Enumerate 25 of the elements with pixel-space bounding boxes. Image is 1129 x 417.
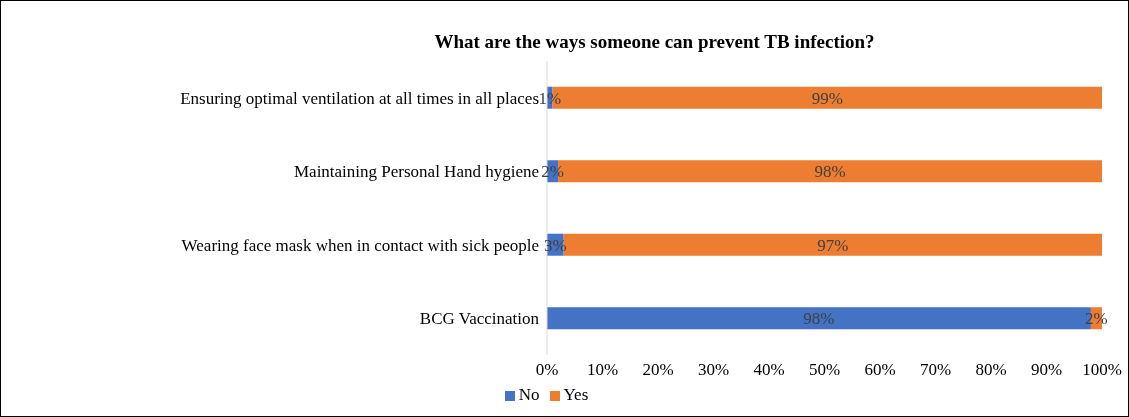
x-tick-label: 0% <box>535 360 559 380</box>
chart-title: What are the ways someone can prevent TB infection? <box>433 31 876 53</box>
legend-label: Yes <box>563 385 589 404</box>
data-label: 97% <box>817 235 849 255</box>
x-tick-label: 10% <box>586 360 619 380</box>
x-tick-label: 50% <box>808 360 841 380</box>
x-tick-label: 30% <box>697 360 730 380</box>
y-tick-label: Ensuring optimal ventilation at all times in all places <box>180 88 539 108</box>
legend-label: No <box>518 385 540 404</box>
data-label: 98% <box>814 162 846 182</box>
x-tick-label: 100% <box>1082 360 1122 380</box>
x-tick-label: 70% <box>919 360 952 380</box>
x-tick-label: 90% <box>1030 360 1063 380</box>
y-tick-label: Wearing face mask when in contact with sick people <box>181 235 539 255</box>
data-label: 2% <box>541 162 564 182</box>
y-tick-label: Maintaining Personal Hand hygiene <box>293 162 539 182</box>
data-label: 1% <box>538 88 562 108</box>
data-label: 2% <box>1085 309 1108 329</box>
data-label: 99% <box>811 88 843 108</box>
x-tick-label: 40% <box>753 360 785 380</box>
x-tick-label: 60% <box>864 360 896 380</box>
y-tick-label: BCG Vaccination <box>419 309 540 329</box>
data-label: 98% <box>803 309 835 329</box>
x-tick-label: 80% <box>975 360 1007 380</box>
x-tick-label: 20% <box>642 360 674 380</box>
